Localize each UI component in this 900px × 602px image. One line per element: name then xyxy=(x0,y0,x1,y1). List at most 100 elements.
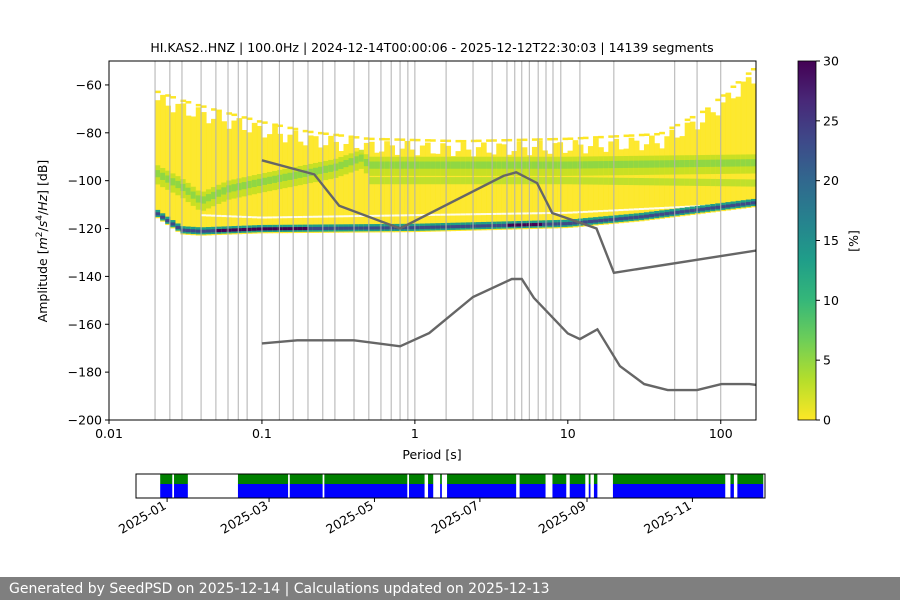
psd-density-cell xyxy=(338,226,345,230)
psd-density-cell xyxy=(292,216,299,219)
psd-density-cell xyxy=(302,129,309,133)
psd-density-cell xyxy=(557,211,564,214)
psd-density-cell xyxy=(486,177,492,185)
psd-density-cell xyxy=(211,229,217,233)
psd-density-cell xyxy=(348,215,355,218)
psd-density-cell xyxy=(261,227,268,231)
psd-density-cell xyxy=(628,160,635,168)
psd-density-cell xyxy=(567,137,574,140)
psd-density-cell xyxy=(679,136,686,217)
psd-density-cell xyxy=(435,161,441,169)
psd-density-cell xyxy=(353,215,360,218)
psd-density-cell xyxy=(384,138,390,141)
availability-segment-gap-flag xyxy=(409,474,425,484)
psd-density-cell xyxy=(587,210,594,213)
psd-density-cell xyxy=(430,225,436,229)
psd-density-cell xyxy=(694,159,701,168)
psd-density-cell xyxy=(394,138,401,141)
psd-density-cell xyxy=(414,138,421,142)
psd-density-cell xyxy=(669,126,676,130)
psd-density-cell xyxy=(384,161,390,169)
psd-density-cell xyxy=(267,216,273,219)
psd-density-cell xyxy=(307,130,314,134)
y-axis-label-part: 2 xyxy=(35,231,45,237)
psd-density-cell xyxy=(394,161,401,169)
psd-density-cell xyxy=(654,207,660,210)
x-axis: 0.01 0.1 1 10 100 xyxy=(95,420,733,441)
psd-density-cell xyxy=(638,150,645,222)
psd-density-cell xyxy=(455,213,462,216)
availability-segment xyxy=(237,484,289,498)
y-tick-label: −180 xyxy=(68,365,102,380)
psd-density-cell xyxy=(735,203,742,207)
colorbar-tick-label: 15 xyxy=(823,233,839,248)
availability-date-ticks: 2025-01 2025-03 2025-05 2025-07 2025-09 2025-… xyxy=(116,498,694,537)
colorbar-gradient xyxy=(797,60,817,421)
availability-tick-label: 2025-01 xyxy=(116,498,169,537)
psd-density-cell xyxy=(430,139,436,142)
psd-density-cell xyxy=(572,161,579,169)
psd-density-cell xyxy=(582,161,589,169)
psd-density-cell xyxy=(251,216,258,219)
psd-density-cell xyxy=(562,211,569,214)
psd-density-cell xyxy=(231,215,238,218)
psd-density-cell xyxy=(689,159,696,168)
psd-density-cell xyxy=(562,222,569,226)
psd-density-cell xyxy=(669,160,676,168)
psd-density-cell xyxy=(160,94,166,222)
psd-density-cell xyxy=(414,214,421,217)
psd-density-cell xyxy=(358,226,365,230)
psd-density-cell xyxy=(531,146,538,229)
psd-density-cell xyxy=(287,126,294,130)
psd-density-cell xyxy=(501,177,508,185)
psd-density-cell xyxy=(246,216,253,219)
psd-density-cell xyxy=(358,215,365,218)
psd-density-cell xyxy=(328,135,334,233)
noise-models xyxy=(261,159,756,392)
psd-density-cell xyxy=(287,227,294,231)
availability-segment-gap-flag xyxy=(569,474,586,484)
psd-density-cell xyxy=(480,213,487,216)
colorbar-ticks: 0 5 10 15 20 25 30 xyxy=(816,54,839,428)
psd-density-cell xyxy=(414,226,421,230)
psd-density-cell xyxy=(699,110,706,114)
availability-segment-gap-flag xyxy=(289,474,323,484)
psd-density-cell xyxy=(567,177,574,185)
psd-density-cell xyxy=(674,123,681,127)
psd-density-cell xyxy=(689,205,696,208)
colorbar-tick-label: 20 xyxy=(823,173,839,188)
psd-density-cell xyxy=(598,177,604,185)
psd-density-cell xyxy=(440,139,446,143)
psd-density-cell xyxy=(501,212,508,215)
psd-density-cell xyxy=(567,161,574,169)
psd-density-cell xyxy=(470,161,477,169)
psd-density-cell xyxy=(394,177,401,185)
psd-density-cell xyxy=(399,148,406,233)
psd-density-cell xyxy=(165,175,171,183)
y-axis-label-part: / xyxy=(35,210,50,215)
psd-density-cell xyxy=(460,177,467,185)
psd-density-cell xyxy=(190,229,197,233)
psd-density-cell xyxy=(557,161,564,169)
psd-density-cell xyxy=(567,211,574,214)
y-tick-label: −120 xyxy=(68,221,102,236)
psd-density-cell xyxy=(363,137,370,140)
psd-density-cell xyxy=(389,226,396,230)
psd-density-cell xyxy=(537,140,543,229)
psd-density-cell xyxy=(587,219,594,224)
psd-density-cell xyxy=(318,166,324,174)
psd-density-cell xyxy=(547,212,553,215)
psd-density-cell xyxy=(582,177,589,185)
psd-density-cell xyxy=(730,179,737,187)
availability-segment xyxy=(174,484,188,498)
psd-density-cell xyxy=(542,150,548,229)
psd-density-cell xyxy=(628,208,635,211)
psd-density-cell xyxy=(577,136,584,140)
psd-density-cell xyxy=(486,152,492,231)
psd-density-cell xyxy=(577,177,584,185)
y-axis-label-part: ] [dB] xyxy=(35,160,50,195)
psd-density-cell xyxy=(542,161,548,169)
availability-tick-label: 2025-11 xyxy=(641,498,694,537)
psd-density-cell xyxy=(643,160,650,168)
psd-density-cell xyxy=(470,139,477,143)
